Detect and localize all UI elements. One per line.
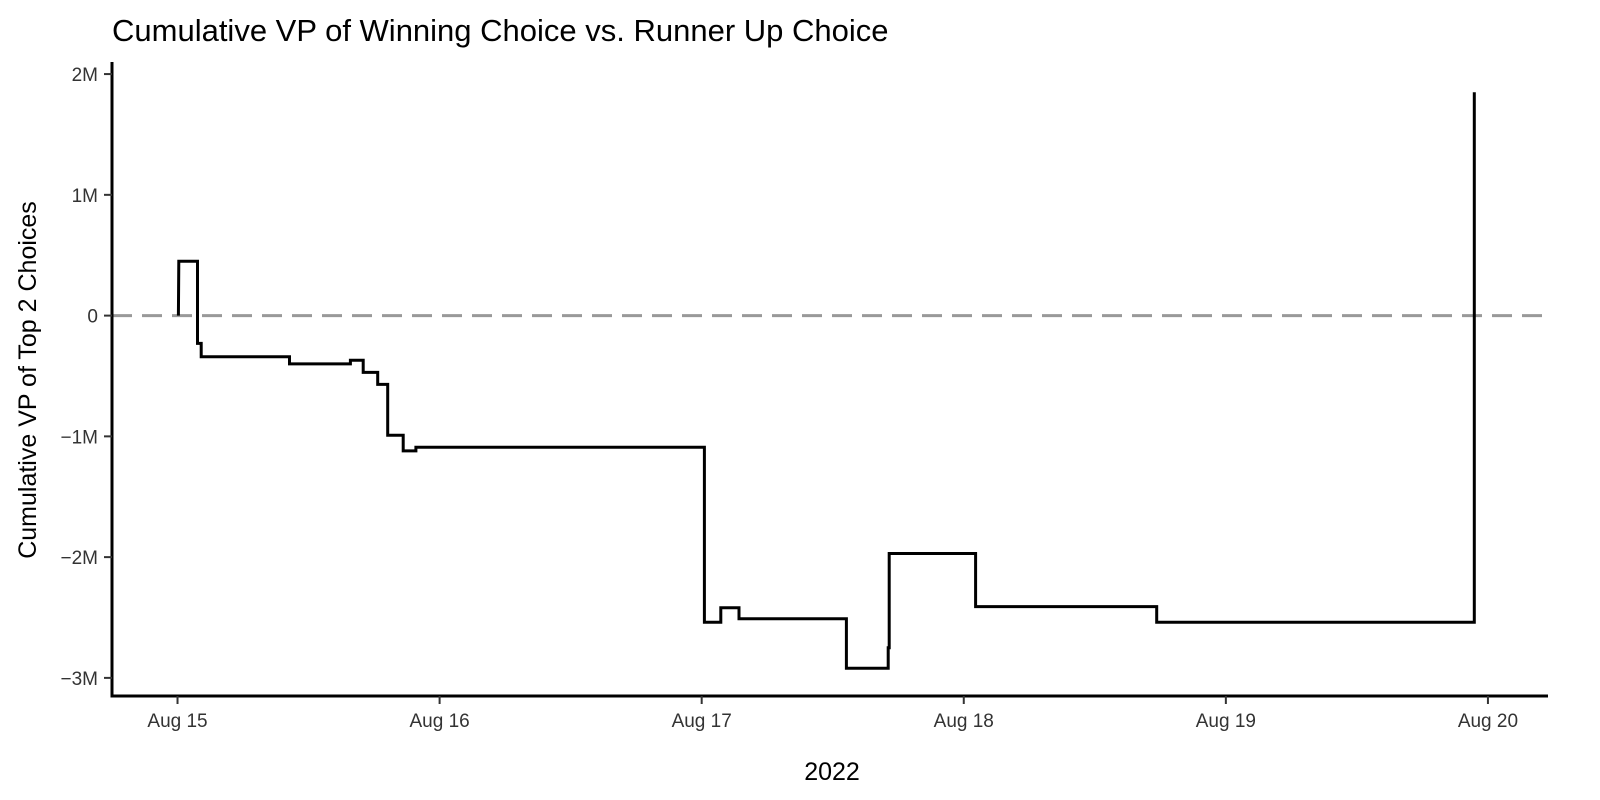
series-line-0 xyxy=(176,92,1476,670)
y-tick-label: 0 xyxy=(87,307,98,328)
x-tick-label: Aug 17 xyxy=(672,711,732,732)
y-tick-label: −2M xyxy=(61,548,99,569)
x-tick-label: Aug 18 xyxy=(934,711,994,732)
y-tick-label: 1M xyxy=(72,186,98,207)
y-axis-title: Cumulative VP of Top 2 Choices xyxy=(14,201,42,559)
x-tick-label: Aug 16 xyxy=(409,711,469,732)
x-axis-title: 2022 xyxy=(804,758,860,786)
y-axis-ticks: 2M 1M 0 −1M −2M −3M xyxy=(61,65,112,690)
y-tick-label: −3M xyxy=(61,669,99,690)
chart-title: Cumulative VP of Winning Choice vs. Runn… xyxy=(112,13,889,48)
x-tick-label: Aug 15 xyxy=(147,711,207,732)
series-layer xyxy=(176,92,1476,670)
x-tick-label: Aug 19 xyxy=(1196,711,1256,732)
x-axis-ticks: Aug 15 Aug 16 Aug 17 Aug 18 Aug 19 Aug 20 xyxy=(147,696,1518,732)
x-tick-label: Aug 20 xyxy=(1458,711,1518,732)
y-tick-label: −1M xyxy=(61,427,99,448)
y-tick-label: 2M xyxy=(72,65,98,86)
